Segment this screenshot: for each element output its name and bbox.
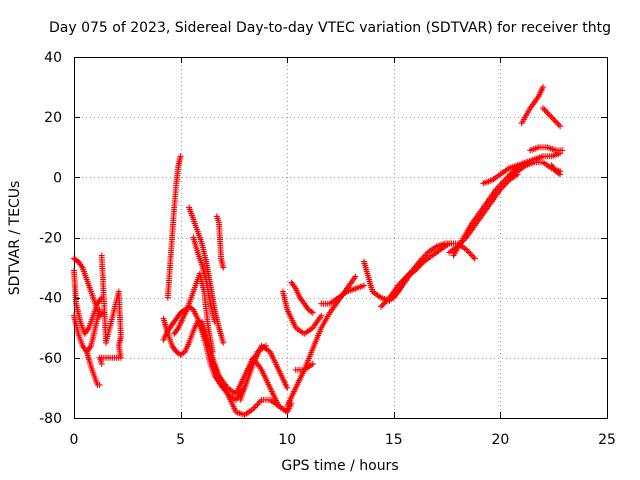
data-point xyxy=(450,240,457,247)
data-point xyxy=(361,282,367,289)
data-point xyxy=(309,309,316,316)
series-H xyxy=(164,153,184,301)
data-point xyxy=(177,153,184,160)
y-tick-label: 40 xyxy=(44,50,62,66)
data-point xyxy=(503,175,510,182)
data-point xyxy=(550,115,556,122)
y-tick-label: -40 xyxy=(39,291,62,307)
x-tick-label: 25 xyxy=(598,432,616,448)
data-point xyxy=(555,121,562,128)
x-axis-label: GPS time / hours xyxy=(281,458,398,474)
data-point xyxy=(262,342,269,349)
data-point xyxy=(318,312,325,319)
series-AA xyxy=(480,150,564,187)
data-point xyxy=(284,384,291,391)
data-point xyxy=(98,360,105,367)
data-point xyxy=(378,303,384,310)
series-N xyxy=(216,342,291,403)
data-point xyxy=(96,381,103,388)
data-point xyxy=(540,84,546,91)
y-tick-label: -20 xyxy=(39,231,62,247)
series-P xyxy=(213,213,227,271)
data-point xyxy=(555,170,562,177)
data-point xyxy=(551,117,558,124)
y-axis-label: SDTVAR / TECUs xyxy=(7,181,23,296)
series-T xyxy=(292,360,316,373)
axis-ticks: 0 5 10 15 20 25 -80 -60 -40 -20 0 20 40 xyxy=(39,50,616,448)
data-point xyxy=(308,308,315,315)
data-point xyxy=(547,112,554,119)
data-point xyxy=(255,400,262,406)
series-AD xyxy=(540,105,564,130)
data-point xyxy=(352,273,359,280)
data-point xyxy=(552,118,559,125)
data-point xyxy=(467,251,474,257)
x-tick-label: 10 xyxy=(278,432,296,448)
data-points xyxy=(71,84,566,418)
series-R xyxy=(288,279,316,316)
series-C xyxy=(83,348,103,388)
series-AC xyxy=(518,84,546,127)
data-point xyxy=(548,114,555,121)
data-point xyxy=(471,255,478,262)
y-tick-label: -60 xyxy=(39,351,62,367)
series-V xyxy=(361,240,478,304)
data-point xyxy=(464,248,471,254)
data-point xyxy=(501,177,508,184)
series-E xyxy=(96,252,124,367)
x-tick-label: 15 xyxy=(385,432,403,448)
data-point xyxy=(540,105,546,112)
series-M xyxy=(207,354,295,415)
series-K xyxy=(190,234,218,325)
data-point xyxy=(379,302,386,309)
series-AE xyxy=(527,144,566,154)
data-point xyxy=(544,109,551,116)
series-D xyxy=(71,267,105,337)
series-AF xyxy=(548,162,564,178)
y-tick-label: -80 xyxy=(39,411,62,427)
data-point xyxy=(545,111,552,118)
data-point xyxy=(496,183,502,190)
data-point xyxy=(554,120,561,127)
series-Z xyxy=(450,162,525,259)
y-tick-label: 20 xyxy=(44,110,62,126)
x-tick-label: 0 xyxy=(70,432,79,448)
chart-title: Day 075 of 2023, Sidereal Day-to-day VTE… xyxy=(49,20,611,36)
data-point xyxy=(309,360,316,367)
data-point xyxy=(220,339,227,346)
data-point xyxy=(557,171,564,178)
y-tick-label: 0 xyxy=(53,170,62,186)
data-point xyxy=(220,264,227,271)
data-point xyxy=(251,404,258,411)
data-point xyxy=(559,147,566,154)
data-point xyxy=(211,318,218,325)
x-tick-label: 20 xyxy=(491,432,509,448)
data-point xyxy=(466,249,473,256)
x-tick-label: 5 xyxy=(176,432,185,448)
series-X xyxy=(390,240,457,301)
data-point xyxy=(254,401,261,408)
series-U xyxy=(318,282,367,307)
grid xyxy=(74,57,607,418)
series-O xyxy=(237,342,269,403)
data-point xyxy=(500,178,507,185)
data-point xyxy=(252,403,259,409)
data-point xyxy=(557,123,564,130)
series-Q xyxy=(279,288,325,337)
